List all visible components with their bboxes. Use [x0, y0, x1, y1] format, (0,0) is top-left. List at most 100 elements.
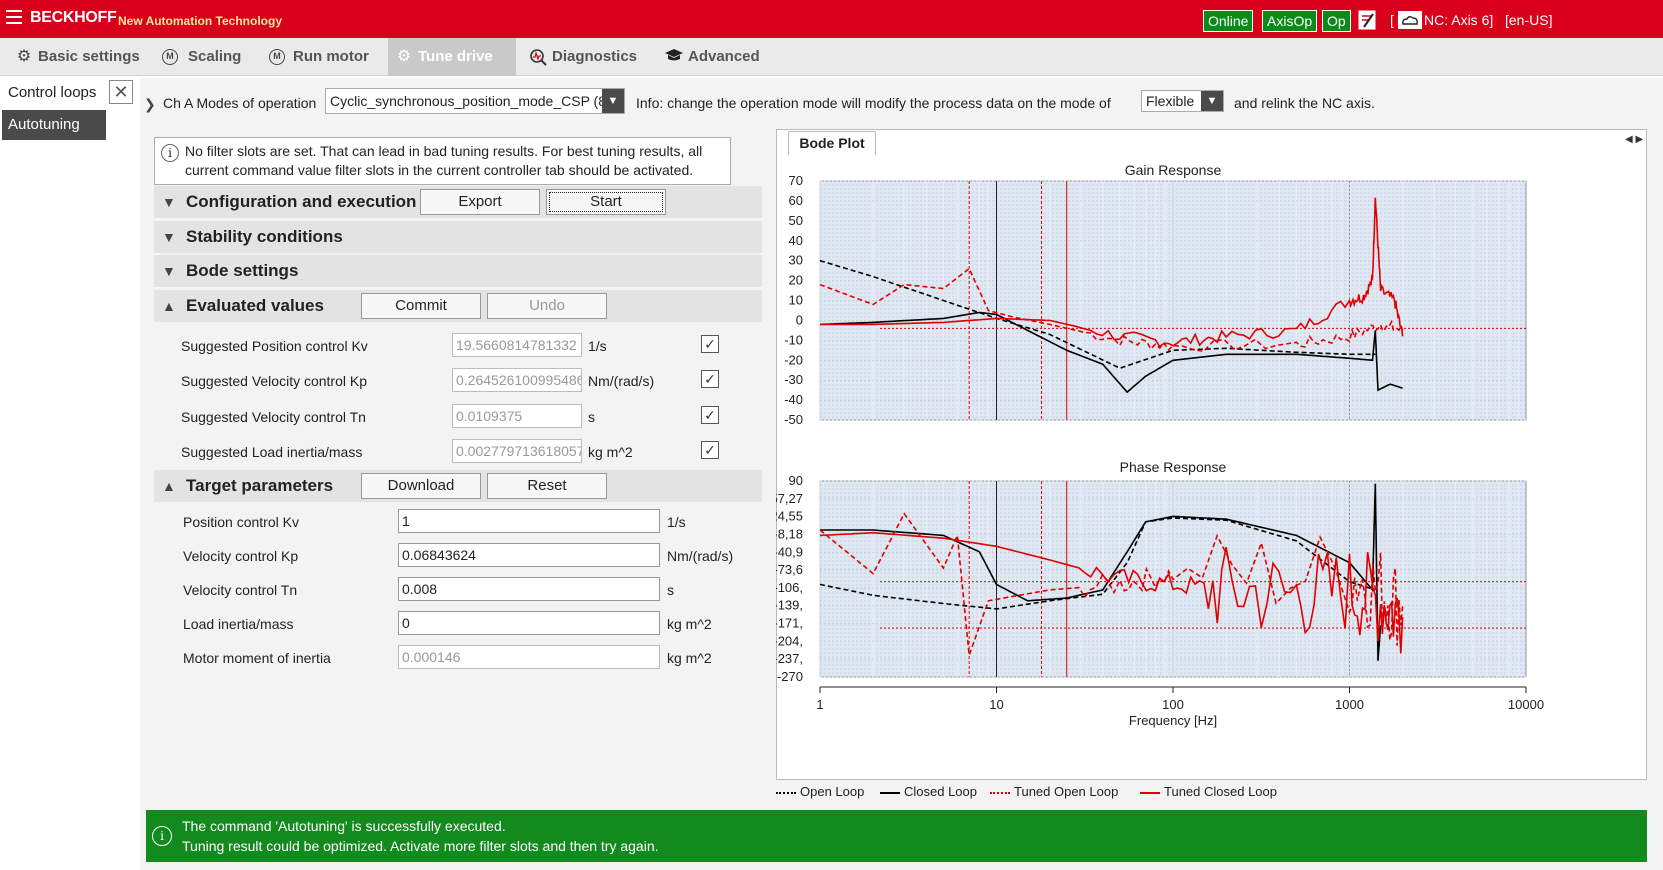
close-icon[interactable]: ✕ — [109, 80, 133, 104]
eval-unit-kv: 1/s — [588, 338, 607, 354]
tab-diagnostics[interactable]: Diagnostics — [522, 38, 640, 76]
undo-button[interactable]: Undo — [487, 293, 607, 319]
status-line-1: The command 'Autotuning' is successfully… — [182, 818, 506, 834]
locale[interactable]: [en-US] — [1505, 12, 1553, 28]
chevron-up-icon: ▲ — [162, 298, 176, 314]
collapse-chevron-icon[interactable]: ❯ — [144, 96, 156, 112]
reset-button[interactable]: Reset — [487, 473, 607, 499]
series-line-tuned-closed-loop — [819, 531, 1404, 654]
mode-select-value: Cyclic_synchronous_position_mode_CSP (8) — [330, 93, 611, 109]
menu-icon[interactable] — [6, 10, 22, 24]
chart-title: Gain Response — [1125, 162, 1222, 178]
section-title: Target parameters — [186, 476, 334, 495]
section-title: Bode settings — [186, 261, 299, 280]
eval-unit-kp: Nm/(rad/s) — [588, 373, 655, 389]
tab-run-motor[interactable]: M Run motor — [263, 38, 373, 76]
x-tick-label: 1 — [816, 697, 823, 712]
y-tick-label: 20 — [789, 273, 803, 288]
filter-notice: i No filter slots are set. That can lead… — [154, 137, 731, 185]
flexible-select[interactable]: Flexible ▼ — [1141, 90, 1224, 112]
bracket-open: [ — [1390, 12, 1394, 28]
eval-label-kp: Suggested Velocity control Kp — [181, 373, 368, 389]
y-tick-label: 10 — [789, 293, 803, 308]
y-tick-label: 30 — [789, 253, 803, 268]
y-tick-label: 50 — [789, 213, 803, 228]
section-bode-settings[interactable]: ▼ Bode settings — [154, 255, 762, 287]
diagnostics-icon — [528, 48, 548, 66]
status-line-2: Tuning result could be optimized. Activa… — [182, 838, 659, 854]
section-stability[interactable]: ▼ Stability conditions — [154, 221, 762, 253]
eval-unit-inertia: kg m^2 — [588, 444, 633, 460]
eval-label-tn: Suggested Velocity control Tn — [181, 409, 366, 425]
tab-label: Diagnostics — [552, 48, 638, 65]
legend-swatch — [990, 791, 1010, 794]
tab-tune-drive[interactable]: ⚙ Tune drive — [388, 38, 516, 76]
tab-advanced[interactable]: Advanced — [658, 38, 766, 76]
notice-line-1: No filter slots are set. That can lead i… — [185, 143, 703, 159]
tab-basic-settings[interactable]: ⚙ Basic settings — [8, 38, 140, 76]
report-icon[interactable] — [1356, 9, 1378, 31]
y-tick-label: -30 — [784, 372, 803, 387]
series-line-tuned-open-loop — [819, 512, 1404, 656]
eval-checkbox-kv[interactable]: ✓ — [701, 335, 719, 353]
eval-unit-tn: s — [588, 409, 595, 425]
target-label-load: Load inertia/mass — [183, 616, 294, 632]
series-line-tuned-open-loop — [819, 267, 1404, 353]
eval-checkbox-inertia[interactable]: ✓ — [701, 441, 719, 459]
notice-line-2: current command value filter slots in th… — [185, 162, 694, 178]
x-tick-label: 1000 — [1335, 697, 1364, 712]
tab-label: Basic settings — [38, 48, 140, 65]
target-axis[interactable]: NC: Axis 6] — [1424, 12, 1494, 28]
start-button[interactable]: Start — [546, 189, 666, 215]
legend-label: Tuned Open Loop — [1014, 784, 1119, 799]
commit-button[interactable]: Commit — [361, 293, 481, 319]
chart-title: Phase Response — [1120, 459, 1227, 475]
section-title: Configuration and execution — [186, 192, 417, 211]
target-unit-kp: Nm/(rad/s) — [667, 548, 734, 564]
chevron-down-icon: ▼ — [162, 229, 176, 245]
legend-swatch — [776, 791, 796, 794]
target-unit-load: kg m^2 — [667, 616, 712, 632]
x-tick-label: 10000 — [1508, 697, 1544, 712]
chevron-down-icon: ▼ — [162, 263, 176, 279]
legend-swatch — [880, 791, 900, 794]
sidebar-item-autotuning[interactable]: Autotuning — [2, 110, 106, 140]
y-tick-label: 0 — [796, 312, 803, 327]
y-tick-label: -106, — [776, 580, 803, 595]
legend-open-loop: Open Loop — [776, 784, 864, 799]
info-icon: i — [152, 826, 172, 846]
target-input-kp[interactable]: 0.06843624 — [398, 543, 660, 567]
title-bar: BECKHOFF New Automation Technology Onlin… — [0, 0, 1663, 38]
scaling-icon: M — [162, 49, 178, 65]
target-label-motor-inertia: Motor moment of inertia — [183, 650, 331, 666]
tab-bode-plot[interactable]: Bode Plot — [788, 131, 876, 155]
chevron-down-icon: ▼ — [162, 194, 176, 210]
brand-logo: BECKHOFF — [30, 9, 117, 26]
export-button[interactable]: Export — [420, 189, 540, 215]
y-tick-label: -237, — [776, 651, 803, 666]
tab-scroll-arrows-icon[interactable]: ◀ ▶ — [1625, 134, 1644, 145]
eval-value-kv: 19.5660814781332 — [452, 333, 582, 357]
target-input-tn[interactable]: 0.008 — [398, 577, 660, 601]
chevron-up-icon: ▲ — [162, 478, 176, 494]
target-label-tn: Velocity control Tn — [183, 582, 298, 598]
phase-plot: 90 57,27 24,55 -8,18 -40,9 -73,6 -106, -139, -17… — [776, 459, 1544, 728]
eval-checkbox-kp[interactable]: ✓ — [701, 370, 719, 388]
y-tick-label: 40 — [789, 233, 803, 248]
tab-scaling[interactable]: M Scaling — [158, 38, 248, 76]
target-label-kv: Position control Kv — [183, 514, 299, 530]
sidebar — [0, 78, 140, 870]
x-tick-label: 10 — [989, 697, 1003, 712]
y-tick-label: 60 — [789, 193, 803, 208]
target-input-kv[interactable]: 1 — [398, 509, 660, 533]
mode-label: Ch A Modes of operation — [163, 95, 317, 111]
y-tick-label: -40 — [784, 392, 803, 407]
target-unit-kv: 1/s — [667, 514, 686, 530]
tab-label: Advanced — [688, 48, 760, 65]
eval-value-inertia: 0.002779713618057 — [452, 439, 582, 463]
target-input-load[interactable]: 0 — [398, 611, 660, 635]
sidebar-item-control-loops[interactable]: Control loops — [8, 84, 97, 101]
mode-select[interactable]: Cyclic_synchronous_position_mode_CSP (8)… — [325, 88, 625, 114]
download-button[interactable]: Download — [361, 473, 481, 499]
eval-checkbox-tn[interactable]: ✓ — [701, 406, 719, 424]
